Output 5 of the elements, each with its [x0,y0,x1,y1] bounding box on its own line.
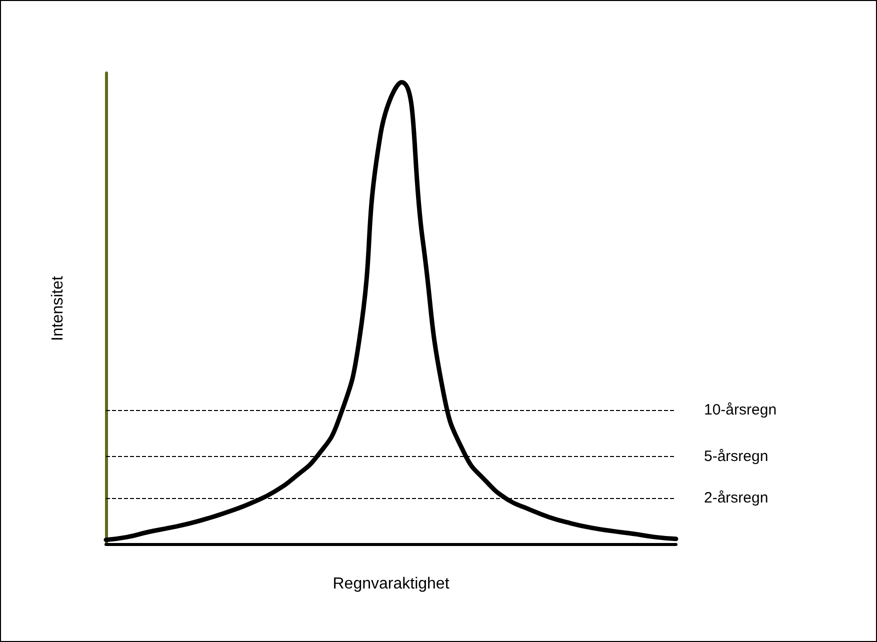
ref-line-label: 2-årsregn [704,489,768,506]
x-axis-title: Regnvaraktighet [332,576,450,592]
ref-line-label: 5-årsregn [704,448,768,465]
ref-line-label: 10-årsregn [704,402,777,419]
y-axis-title: Intensitet [50,275,66,341]
